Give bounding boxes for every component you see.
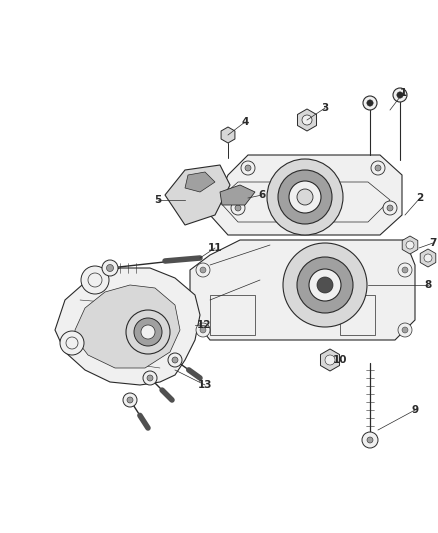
Circle shape	[235, 205, 241, 211]
Circle shape	[402, 267, 408, 273]
Circle shape	[134, 318, 162, 346]
Circle shape	[317, 277, 333, 293]
Text: 4: 4	[241, 117, 249, 127]
Circle shape	[168, 353, 182, 367]
Polygon shape	[75, 285, 180, 368]
Circle shape	[309, 269, 341, 301]
Circle shape	[367, 100, 373, 106]
Circle shape	[367, 437, 373, 443]
Circle shape	[397, 92, 403, 98]
Circle shape	[297, 257, 353, 313]
Polygon shape	[402, 236, 418, 254]
Text: 8: 8	[424, 280, 431, 290]
Polygon shape	[220, 185, 255, 205]
Circle shape	[126, 310, 170, 354]
Circle shape	[362, 432, 378, 448]
Circle shape	[424, 254, 432, 262]
Circle shape	[393, 88, 407, 102]
Circle shape	[387, 205, 393, 211]
Circle shape	[245, 165, 251, 171]
Polygon shape	[185, 172, 215, 192]
Polygon shape	[297, 109, 317, 131]
Polygon shape	[420, 249, 436, 267]
Circle shape	[325, 355, 335, 365]
Text: 11: 11	[208, 243, 222, 253]
Text: 9: 9	[411, 405, 419, 415]
Circle shape	[172, 357, 178, 363]
Circle shape	[302, 115, 312, 125]
Circle shape	[60, 331, 84, 355]
Circle shape	[297, 189, 313, 205]
Text: 6: 6	[258, 190, 265, 200]
Circle shape	[123, 393, 137, 407]
Circle shape	[278, 170, 332, 224]
Circle shape	[267, 159, 343, 235]
Circle shape	[402, 327, 408, 333]
Circle shape	[363, 96, 377, 110]
Circle shape	[81, 266, 109, 294]
Polygon shape	[55, 268, 200, 385]
Circle shape	[200, 327, 206, 333]
Polygon shape	[321, 349, 339, 371]
Circle shape	[398, 323, 412, 337]
Polygon shape	[210, 155, 402, 235]
Circle shape	[147, 375, 153, 381]
Text: 12: 12	[197, 320, 211, 330]
Circle shape	[375, 165, 381, 171]
Text: 3: 3	[321, 103, 328, 113]
Text: 5: 5	[154, 195, 162, 205]
Circle shape	[371, 161, 385, 175]
Text: 13: 13	[198, 380, 212, 390]
Circle shape	[196, 323, 210, 337]
Text: 1: 1	[399, 88, 406, 98]
Circle shape	[200, 267, 206, 273]
Circle shape	[127, 397, 133, 403]
Circle shape	[398, 263, 412, 277]
Polygon shape	[165, 165, 230, 225]
Text: 7: 7	[429, 238, 437, 248]
Circle shape	[289, 181, 321, 213]
Circle shape	[383, 201, 397, 215]
Circle shape	[231, 201, 245, 215]
Circle shape	[241, 161, 255, 175]
Text: 10: 10	[333, 355, 347, 365]
Polygon shape	[221, 127, 235, 143]
Circle shape	[106, 264, 113, 271]
Text: 2: 2	[417, 193, 424, 203]
Polygon shape	[190, 240, 415, 340]
Circle shape	[283, 243, 367, 327]
Circle shape	[102, 260, 118, 276]
Circle shape	[141, 325, 155, 339]
Circle shape	[196, 263, 210, 277]
Circle shape	[406, 241, 414, 249]
Circle shape	[143, 371, 157, 385]
